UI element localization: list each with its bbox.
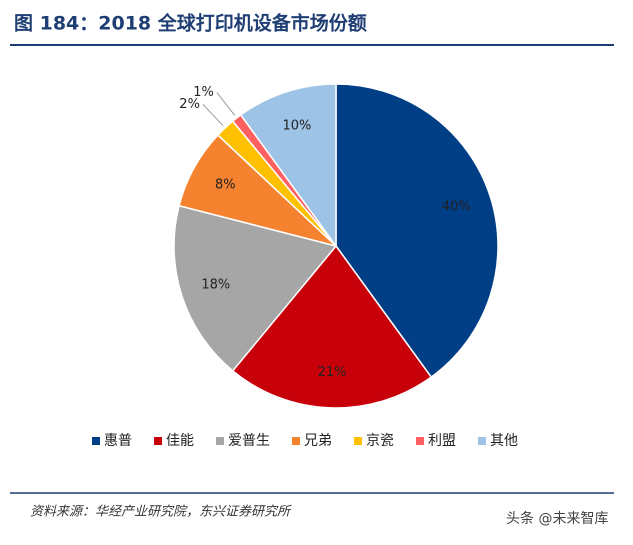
legend-swatch <box>92 437 100 445</box>
legend-swatch <box>354 437 362 445</box>
pie-slice <box>173 204 338 372</box>
legend-label: 其他 <box>490 433 518 449</box>
data-label: 10% <box>282 118 311 133</box>
data-label: 1% <box>193 85 214 100</box>
chart-title: 图 184：2018 全球打印机设备市场份额 <box>14 12 367 35</box>
data-label: 18% <box>201 278 230 293</box>
pie-slice <box>231 244 433 409</box>
legend-swatch <box>154 437 162 445</box>
data-label: 8% <box>215 178 236 193</box>
pie-slice <box>335 83 499 379</box>
watermark: 头条 @未来智库 <box>506 510 608 527</box>
legend-label: 爱普生 <box>228 433 270 449</box>
leader-line <box>202 103 224 126</box>
leader-line <box>216 92 236 116</box>
legend-label: 兄弟 <box>304 433 332 449</box>
legend-label: 佳能 <box>166 433 194 449</box>
source: 资料来源：华经产业研究院，东兴证券研究所 <box>30 504 292 520</box>
legend-swatch <box>216 437 224 445</box>
pie-slice <box>239 83 337 249</box>
legend-label: 利盟 <box>428 433 456 449</box>
data-label: 40% <box>442 199 471 214</box>
legend-label: 京瓷 <box>366 433 394 449</box>
legend-swatch <box>416 437 424 445</box>
data-label: 21% <box>318 365 347 380</box>
legend-swatch <box>478 437 486 445</box>
legend-label: 惠普 <box>104 433 132 449</box>
data-label: 2% <box>179 97 200 112</box>
legend-swatch <box>292 437 300 445</box>
